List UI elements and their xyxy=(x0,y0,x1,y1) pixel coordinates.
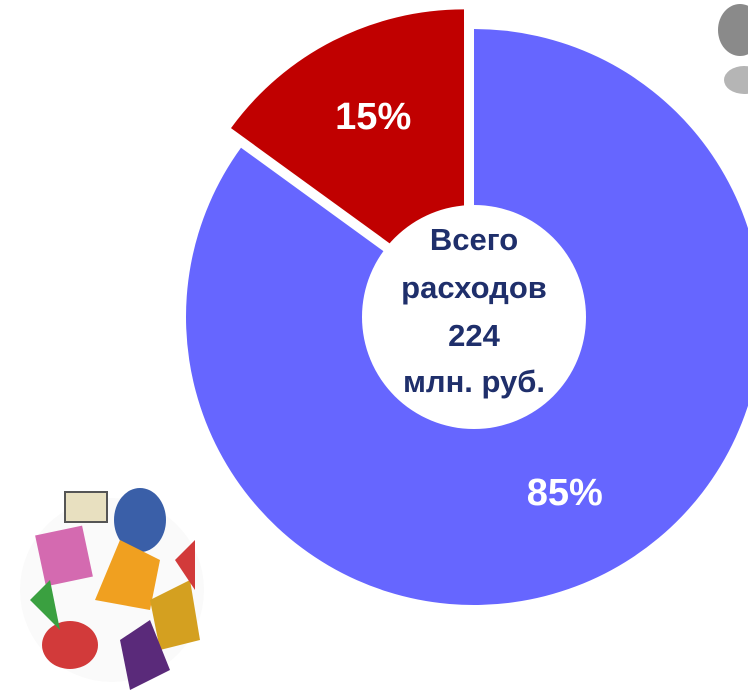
value-label: 15% xyxy=(335,96,411,138)
center-text: млн. руб. xyxy=(403,364,545,399)
center-text: Всего xyxy=(430,222,518,257)
value-label: 85% xyxy=(527,472,603,514)
donut-hole xyxy=(362,205,586,429)
center-text: расходов xyxy=(401,270,547,305)
slice xyxy=(231,9,465,298)
decoration-top-right xyxy=(718,4,748,94)
center-text: 224 xyxy=(448,318,500,353)
decoration-clipart xyxy=(20,488,204,690)
